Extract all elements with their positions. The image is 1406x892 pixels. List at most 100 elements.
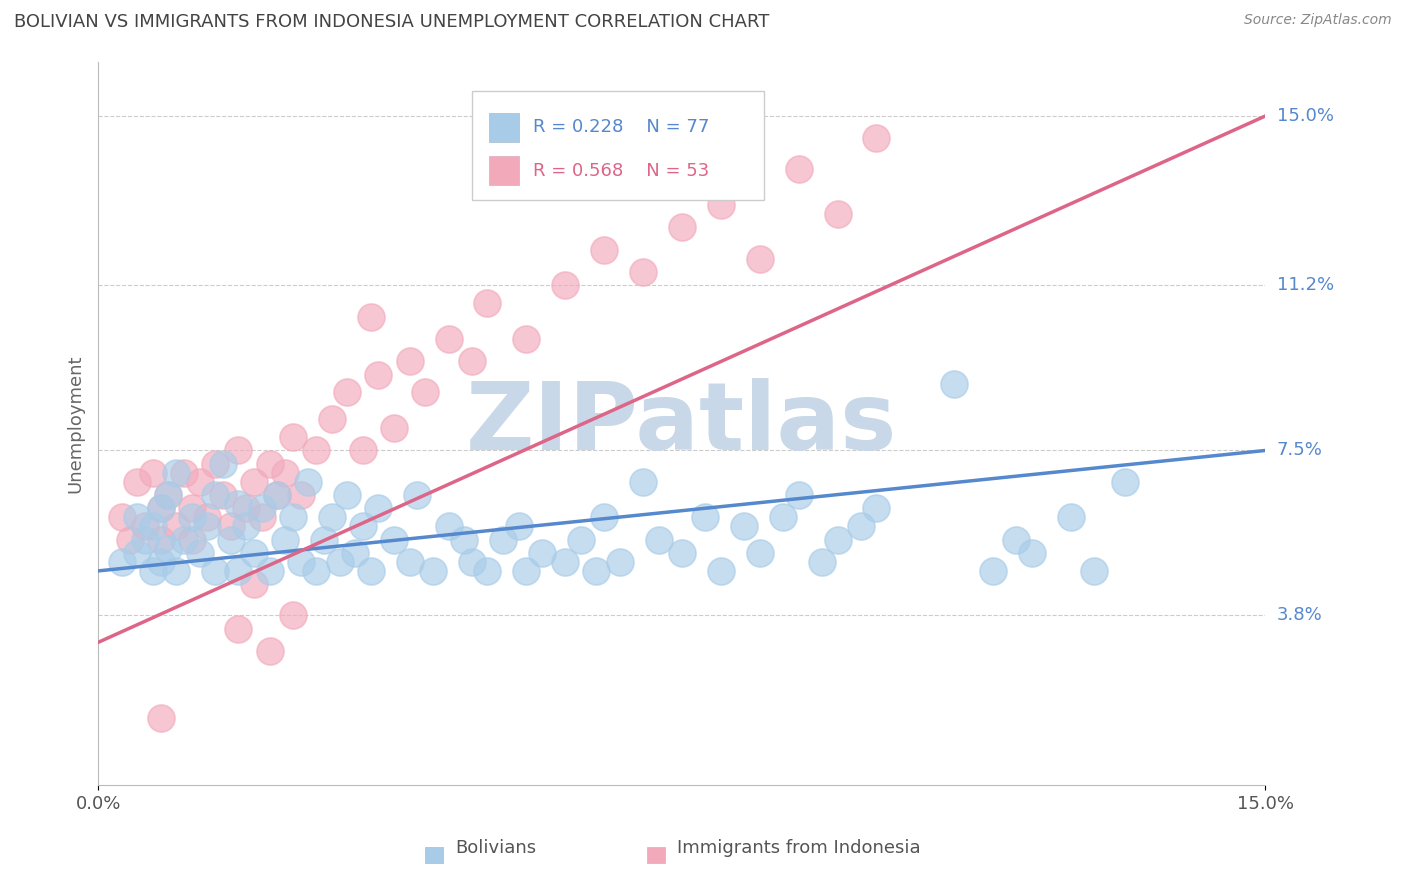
Point [305,443,328,458]
Point [695,510,717,524]
Point [554,555,576,569]
Point [748,252,770,266]
Point [259,644,281,658]
Point [1083,564,1105,578]
Point [149,555,172,569]
Point [165,466,187,480]
Point [312,533,335,547]
Point [204,457,226,471]
Point [515,332,537,346]
Point [569,533,592,547]
Point [647,533,669,547]
Point [1114,475,1136,489]
Point [204,488,226,502]
Point [228,564,250,578]
Text: 7.5%: 7.5% [1277,442,1323,459]
Point [235,501,257,516]
Point [274,533,297,547]
Y-axis label: Unemployment: Unemployment [66,354,84,493]
Point [188,546,211,560]
Point [671,220,693,235]
Point [352,519,374,533]
Point [243,577,266,591]
Point [127,510,149,524]
Point [142,564,165,578]
Point [142,519,165,533]
Point [149,533,172,547]
Text: BOLIVIAN VS IMMIGRANTS FROM INDONESIA UNEMPLOYMENT CORRELATION CHART: BOLIVIAN VS IMMIGRANTS FROM INDONESIA UN… [14,13,769,31]
Point [477,296,499,310]
Point [165,519,187,533]
Point [710,564,733,578]
Point [422,564,444,578]
Point [281,430,304,444]
Point [593,510,616,524]
Point [336,385,359,400]
Point [118,533,141,547]
Point [180,533,202,547]
Point [437,519,460,533]
Point [180,501,202,516]
Point [219,533,242,547]
Point [259,457,281,471]
Point [228,443,250,458]
Point [360,310,382,324]
Point [281,510,304,524]
Point [173,466,195,480]
Point [336,488,359,502]
Text: Bolivians: Bolivians [454,838,536,857]
Point [530,546,553,560]
Point [398,354,420,368]
Point [180,510,202,524]
Point [515,564,537,578]
Text: 15.0%: 15.0% [1277,107,1333,125]
Point [508,519,530,533]
Point [748,546,770,560]
Point [228,497,250,511]
Point [297,475,319,489]
Point [461,354,484,368]
Text: Immigrants from Indonesia: Immigrants from Indonesia [676,838,920,857]
Point [235,519,257,533]
Text: 3.8%: 3.8% [1277,607,1322,624]
Point [281,608,304,623]
Point [111,555,134,569]
Point [290,555,312,569]
Point [382,533,405,547]
Point [250,501,273,516]
Point [585,564,607,578]
Point [188,475,211,489]
Point [266,488,288,502]
Point [406,488,429,502]
Point [127,475,149,489]
Point [157,488,180,502]
Point [134,519,156,533]
Text: R = 0.228    N = 77: R = 0.228 N = 77 [533,119,709,136]
Point [827,533,849,547]
Point [212,488,235,502]
Point [943,376,966,391]
Point [437,332,460,346]
Point [219,519,242,533]
Point [733,519,755,533]
Point [772,510,794,524]
Point [671,546,693,560]
Point [453,533,475,547]
Point [243,475,266,489]
Point [849,519,872,533]
Point [173,533,195,547]
Point [1021,546,1043,560]
Point [827,207,849,221]
Point [593,243,616,257]
Point [710,198,733,212]
FancyBboxPatch shape [472,91,763,200]
Point [554,278,576,293]
Point [157,488,180,502]
Point [477,564,499,578]
Point [609,555,631,569]
Point [344,546,367,560]
Point [243,546,266,560]
Point [865,501,887,516]
Text: 11.2%: 11.2% [1277,277,1334,294]
Point [492,533,515,547]
